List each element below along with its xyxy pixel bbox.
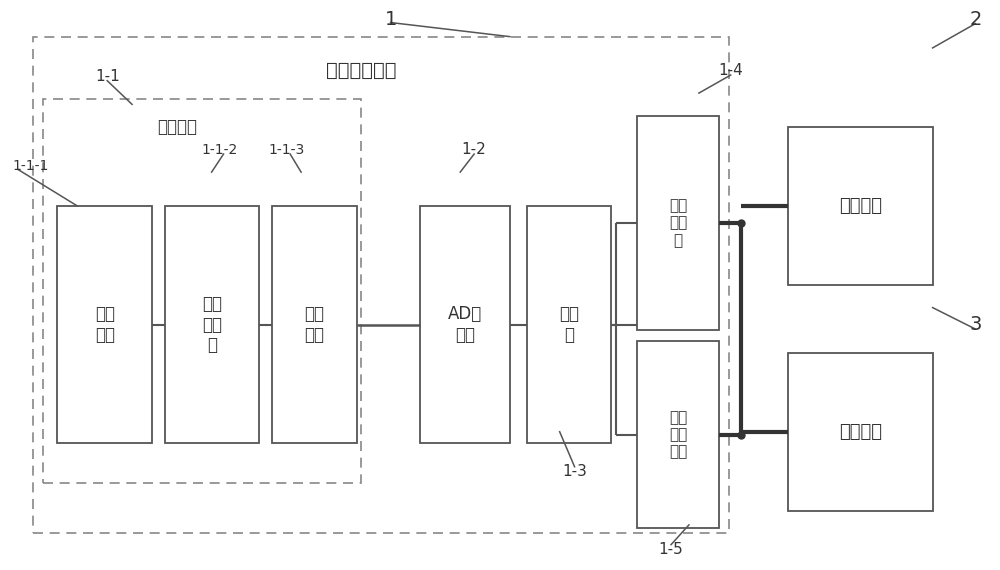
Text: 1-4: 1-4 <box>718 63 743 78</box>
Text: 录波模块: 录波模块 <box>839 423 882 441</box>
Text: AD转
换器: AD转 换器 <box>448 305 482 344</box>
Text: 分压
电阻: 分压 电阻 <box>95 305 115 344</box>
Bar <box>43 99 361 483</box>
Text: 线性
光耦: 线性 光耦 <box>305 305 325 344</box>
Text: 分压装置: 分压装置 <box>157 118 197 136</box>
Bar <box>272 206 357 443</box>
Bar <box>637 341 719 528</box>
Text: 电压
跟随
器: 电压 跟随 器 <box>202 295 222 355</box>
Text: 以太
网接
口: 以太 网接 口 <box>669 198 687 248</box>
Bar <box>165 206 259 443</box>
Text: 电压采集装置: 电压采集装置 <box>326 61 396 80</box>
Text: 监控模块: 监控模块 <box>839 197 882 215</box>
Bar <box>788 127 933 285</box>
Text: 2: 2 <box>969 10 982 29</box>
Text: 控制
器: 控制 器 <box>559 305 579 344</box>
Text: 1-3: 1-3 <box>562 464 587 479</box>
Bar <box>33 36 729 534</box>
Bar <box>527 206 611 443</box>
Text: 1: 1 <box>384 10 397 29</box>
Bar <box>420 206 510 443</box>
Text: 1-1: 1-1 <box>95 68 120 84</box>
Text: 1-5: 1-5 <box>659 542 683 557</box>
Bar <box>788 353 933 511</box>
Text: 1-1-2: 1-1-2 <box>201 142 238 157</box>
Text: 3: 3 <box>969 315 982 334</box>
Bar <box>637 116 719 330</box>
Text: 1-2: 1-2 <box>462 142 487 157</box>
Text: 1-1-1: 1-1-1 <box>13 160 49 173</box>
Text: 无线
通信
模块: 无线 通信 模块 <box>669 410 687 459</box>
Bar <box>57 206 152 443</box>
Text: 1-1-3: 1-1-3 <box>268 142 304 157</box>
